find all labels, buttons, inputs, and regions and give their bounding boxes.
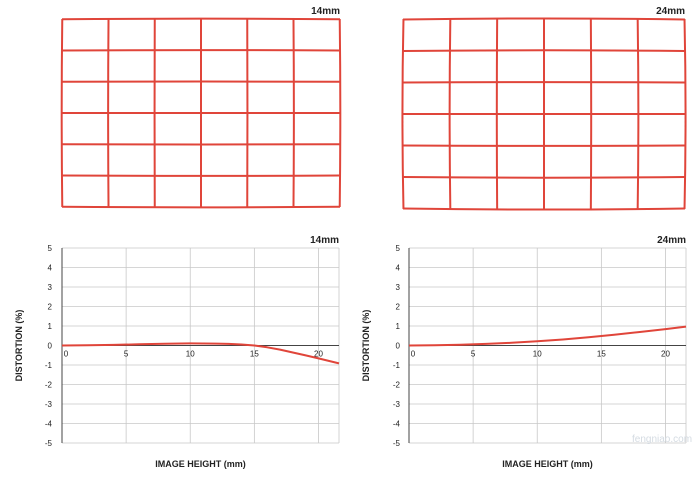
x-axis-label: IMAGE HEIGHT (mm) — [502, 459, 593, 469]
y-tick-label: -5 — [393, 439, 401, 448]
y-tick-label: -5 — [45, 439, 53, 448]
grid-vertical-line — [683, 18, 687, 210]
grid-panel-24mm: 24mm — [401, 6, 687, 211]
grid-panel-label: 24mm — [656, 6, 685, 17]
y-tick-label: -3 — [45, 400, 53, 409]
x-tick-label: 15 — [597, 350, 606, 359]
grid-horizontal-line — [402, 49, 686, 52]
x-tick-label: 5 — [471, 350, 476, 359]
watermark-text: fengniao.com — [632, 434, 693, 445]
x-tick-label: 20 — [314, 350, 323, 359]
grid-horizontal-line — [402, 17, 686, 21]
y-tick-label: -4 — [45, 420, 53, 429]
grid-vertical-line — [338, 18, 342, 208]
y-tick-label: 3 — [48, 283, 53, 292]
grid-panel-14mm: 14mm — [60, 6, 342, 209]
grid-panel-label: 14mm — [311, 6, 340, 17]
y-tick-label: -3 — [393, 400, 401, 409]
x-tick-label: 10 — [533, 350, 542, 359]
y-tick-label: 0 — [48, 342, 53, 351]
y-tick-label: 5 — [48, 244, 53, 253]
y-tick-label: 5 — [396, 244, 401, 253]
y-tick-label: 2 — [396, 303, 401, 312]
y-tick-label: 0 — [396, 342, 401, 351]
grid-horizontal-line — [61, 205, 341, 209]
x-tick-label: 5 — [124, 350, 129, 359]
y-tick-label: -1 — [45, 361, 53, 370]
x-tick-label: 0 — [411, 350, 416, 359]
grid-horizontal-line — [402, 176, 686, 179]
y-axis-label: DISTORTION (%) — [361, 310, 371, 382]
x-tick-label: 0 — [64, 350, 69, 359]
x-tick-label: 20 — [661, 350, 670, 359]
chart-title: 24mm — [657, 235, 686, 246]
grid-vertical-line — [60, 18, 64, 208]
chart-title: 14mm — [310, 235, 339, 246]
y-tick-label: 3 — [396, 283, 401, 292]
distortion-series-line — [61, 342, 340, 365]
x-tick-label: 15 — [250, 350, 259, 359]
grid-vertical-line — [401, 18, 405, 210]
grid-horizontal-line — [402, 207, 686, 211]
x-tick-label: 10 — [186, 350, 195, 359]
y-tick-label: 4 — [396, 264, 401, 273]
grid-horizontal-line — [61, 17, 341, 21]
x-axis-label: IMAGE HEIGHT (mm) — [155, 459, 246, 469]
y-tick-label: -4 — [393, 420, 401, 429]
y-tick-label: -2 — [393, 381, 401, 390]
y-tick-label: 1 — [396, 322, 401, 331]
y-tick-label: 2 — [48, 303, 53, 312]
y-tick-label: 1 — [48, 322, 53, 331]
distortion-series-line — [408, 325, 687, 347]
y-axis-label: DISTORTION (%) — [14, 310, 24, 382]
y-tick-label: -2 — [45, 381, 53, 390]
y-tick-label: -1 — [393, 361, 401, 370]
y-tick-label: 4 — [48, 264, 53, 273]
